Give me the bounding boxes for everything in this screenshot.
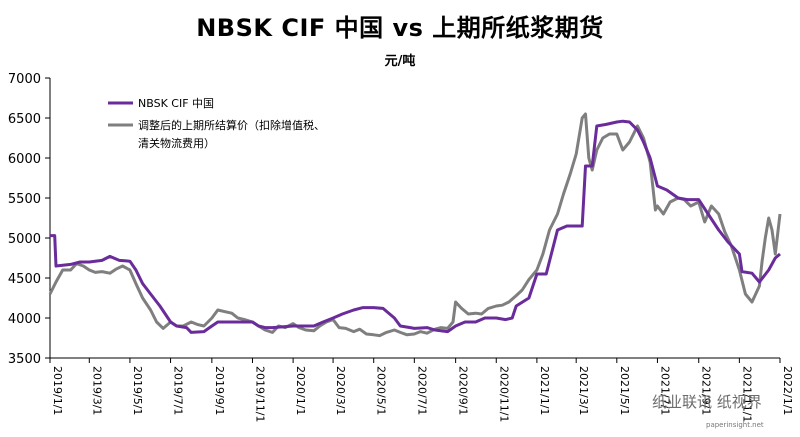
y-tick-label: 4000: [8, 312, 41, 327]
x-tick-label: 2020/9/1: [457, 366, 470, 415]
x-tick-label: 2019/3/1: [90, 366, 103, 415]
x-tick-label: 2020/11/1: [497, 366, 510, 422]
y-tick-label: 5500: [8, 192, 41, 207]
x-tick-label: 2019/11/1: [253, 366, 266, 422]
x-tick-label: 2020/7/1: [415, 366, 428, 415]
unit-label: 元/吨: [384, 54, 416, 69]
y-tick-label: 6500: [8, 112, 41, 127]
x-tick-label: 2019/5/1: [131, 366, 144, 415]
chart-title: NBSK CIF 中国 vs 上期所纸浆期货: [196, 14, 604, 42]
x-tick-label: 2020/3/1: [334, 366, 347, 415]
x-tick-label: 2021/3/1: [577, 366, 590, 415]
axes: 3500 4000 4500 5000 5500 6000 6500 7000 2019/1/1…: [8, 72, 794, 422]
x-tick-label: 2021/7/1: [658, 366, 671, 415]
x-tick-label: 2019/9/1: [213, 366, 226, 415]
x-tick-label: 2021/9/1: [700, 366, 713, 415]
y-tick-label: 5000: [8, 232, 41, 247]
series-line-0: [50, 119, 781, 334]
x-tick-label: 2020/5/1: [375, 366, 388, 415]
x-tick-label: 2019/1/1: [51, 366, 64, 415]
x-tick-label: 2021/1/1: [538, 366, 551, 415]
x-tick-label: 2021/11/1: [740, 366, 753, 422]
x-tick-label: 2020/1/1: [294, 366, 307, 415]
y-tick-label: 7000: [8, 72, 41, 87]
x-tick-label: 2022/1/1: [781, 366, 794, 415]
legend-label-0: NBSK CIF 中国: [138, 97, 214, 110]
y-tick-label: 4500: [8, 272, 41, 287]
series-layer: [48, 112, 782, 338]
watermark-text: 纸业联讯 纸视界: [652, 393, 762, 411]
y-tick-label: 3500: [8, 352, 41, 367]
watermark-subtext: paperinsight.net: [706, 421, 764, 429]
legend-label-1-cont: 清关物流费用）: [138, 136, 215, 150]
watermark-logo: 纸业联讯 纸视界 paperinsight.net: [642, 387, 792, 433]
y-tick-label: 6000: [8, 152, 41, 167]
legend-label-1: 调整后的上期所结算价（扣除增值税、: [138, 118, 325, 132]
x-tick-label: 2021/5/1: [618, 366, 631, 415]
x-tick-label: 2019/7/1: [172, 366, 185, 415]
